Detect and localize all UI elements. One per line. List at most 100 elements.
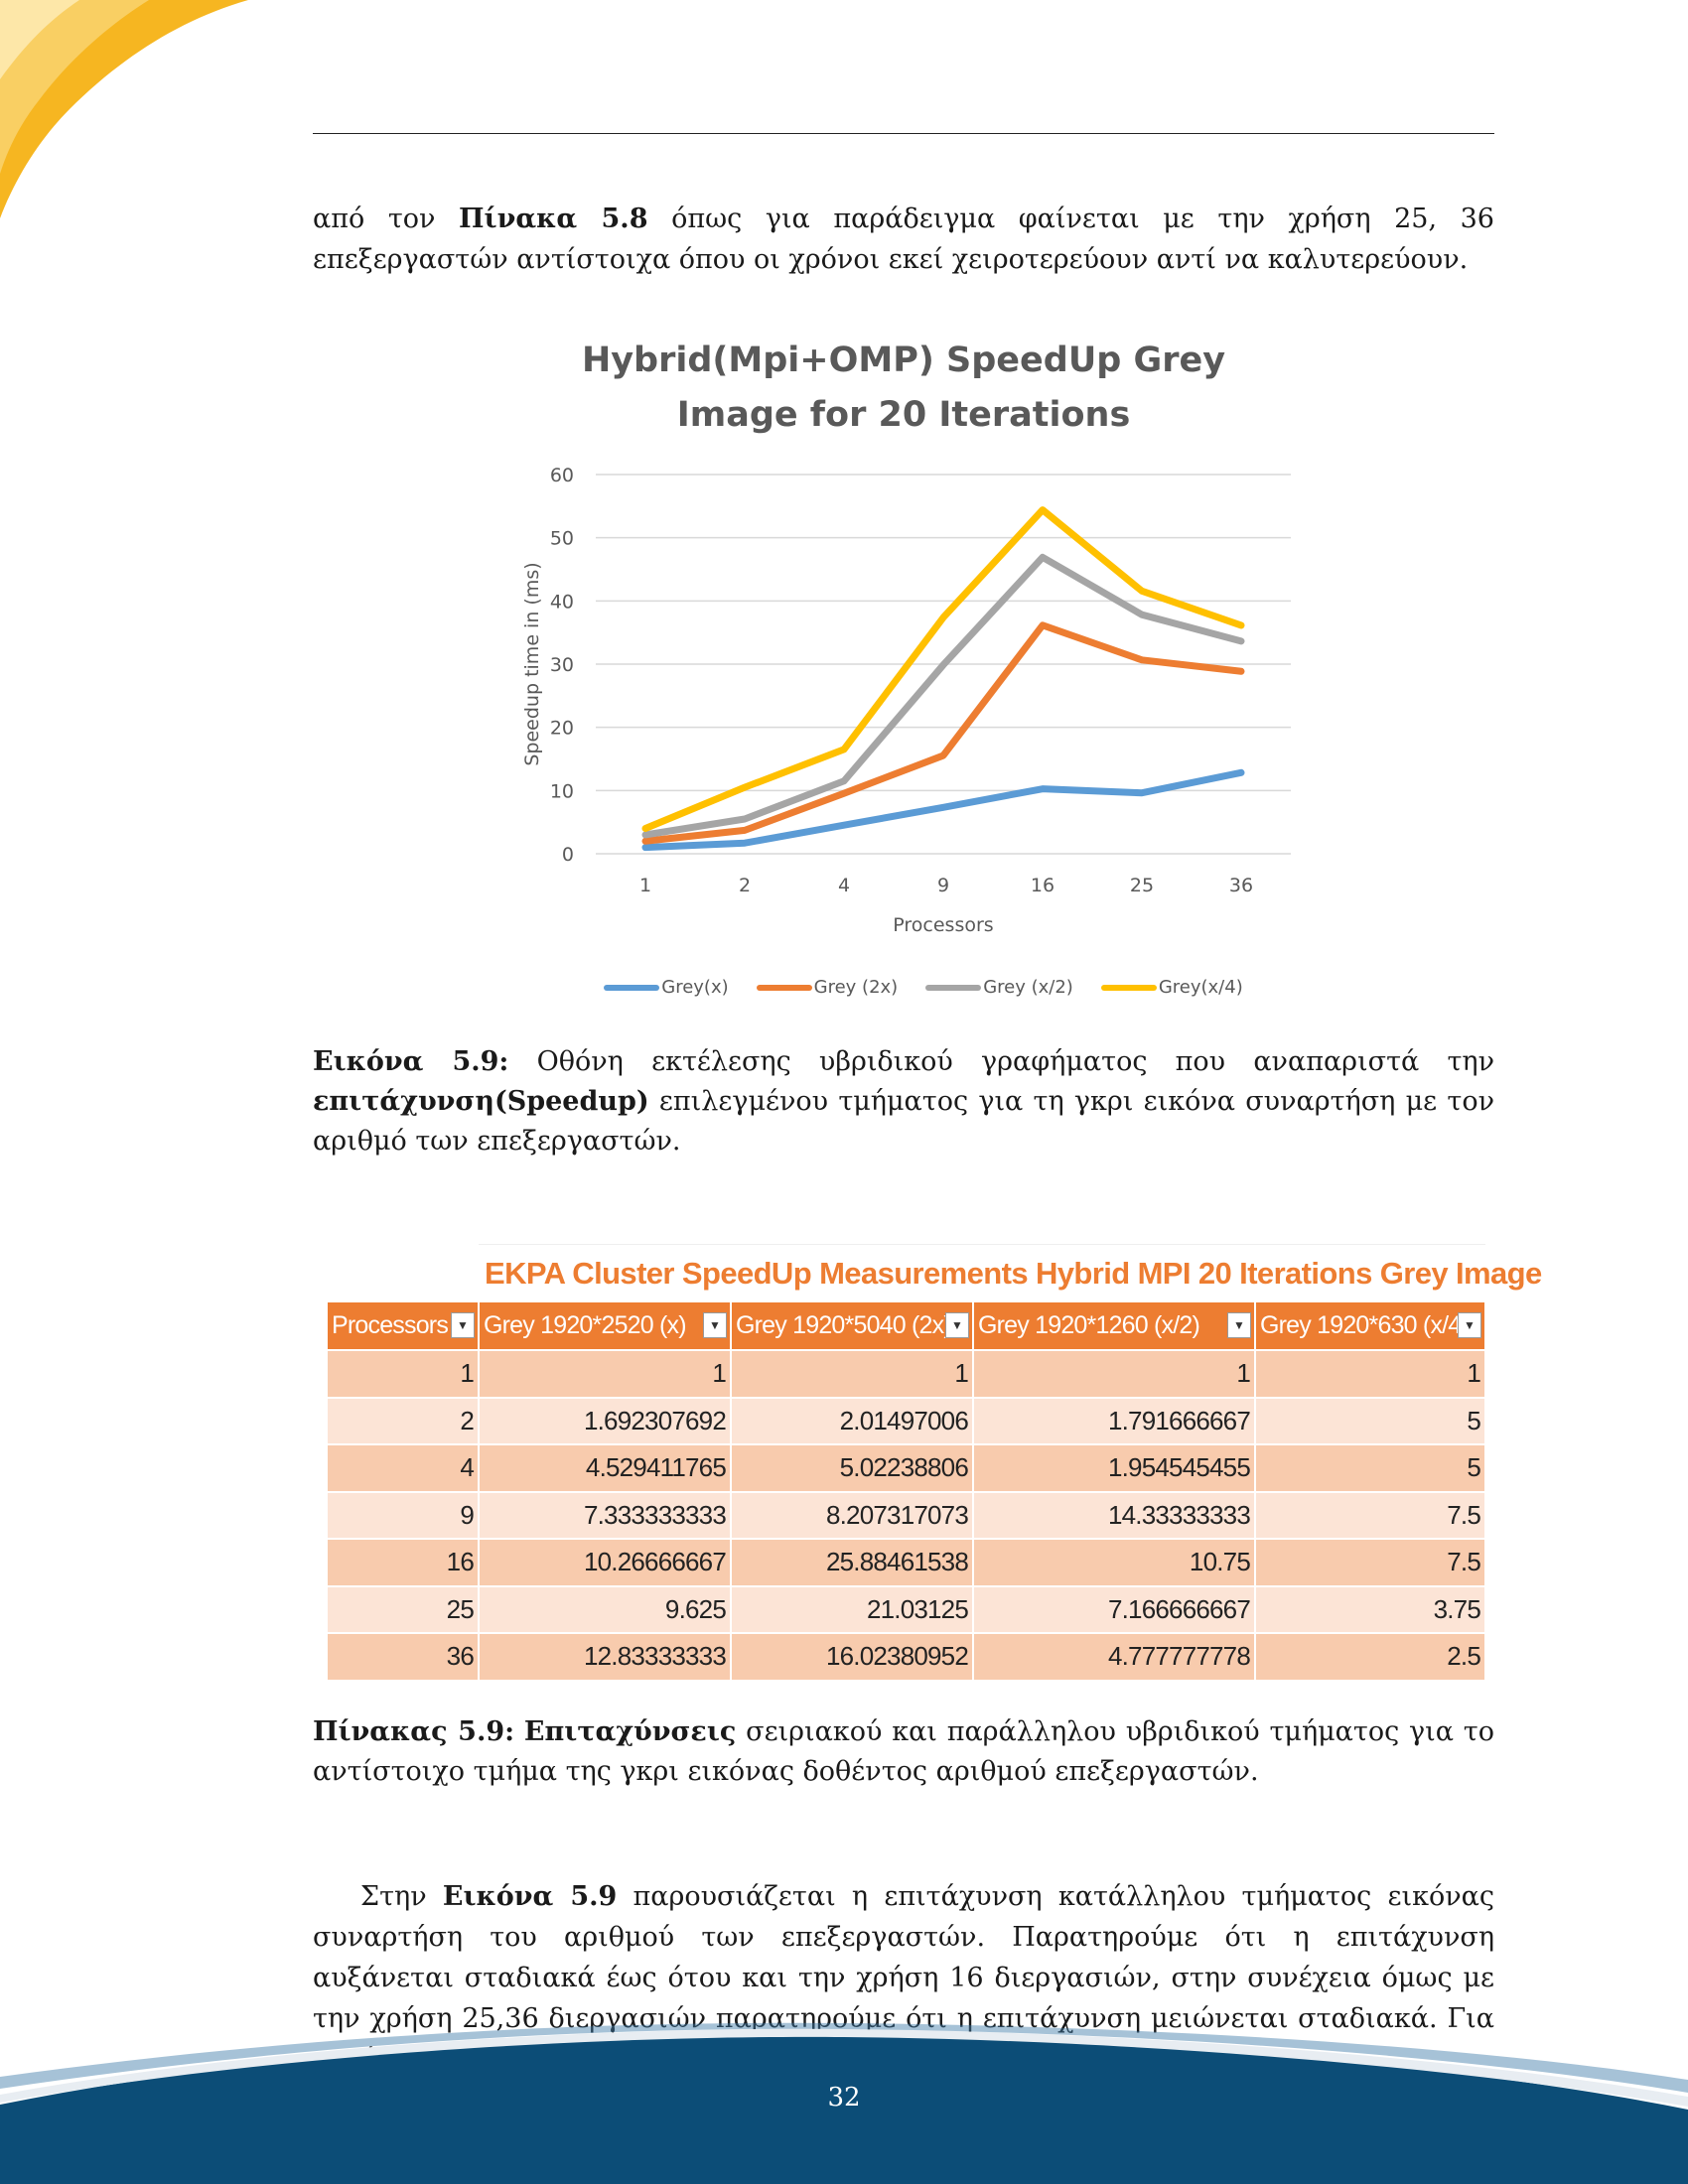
table-cell: 2 [328, 1396, 480, 1444]
header-rule [313, 133, 1494, 134]
table-row: 4 4.529411765 5.02238806 1.954545455 5 [328, 1443, 1486, 1492]
column-header[interactable]: Grey 1920*5040 (2x) ▼ [731, 1302, 974, 1350]
table-cell: 4.777777778 [973, 1632, 1256, 1680]
table-row: 9 7.333333333 8.207317073 14.33333333 7.5 [328, 1490, 1486, 1539]
table-cell: 7.333333333 [479, 1490, 732, 1539]
table-row: 25 9.625 21.03125 7.166666667 3.75 [328, 1584, 1486, 1633]
corner-decoration [0, 0, 248, 218]
column-header[interactable]: Processors ▼ [328, 1302, 480, 1350]
filter-dropdown-icon[interactable]: ▼ [1458, 1312, 1481, 1338]
table-row: 2 1.692307692 2.01497006 1.791666667 5 [328, 1396, 1486, 1444]
table-cell: 9 [328, 1490, 480, 1539]
x-tick-label: 36 [1229, 875, 1253, 896]
legend-item: Grey (x/2) [925, 977, 1073, 998]
table-row: 36 12.83333333 16.02380952 4.777777778 2.5 [328, 1632, 1486, 1680]
x-tick-label: 9 [937, 875, 949, 896]
figure-caption: Εικόνα 5.9: Οθόνη εκτέλεσης υβριδικού γρ… [313, 1046, 1494, 1157]
column-header-label: Grey 1920*1260 (x/2) [978, 1311, 1200, 1339]
table-cell: 25 [328, 1584, 480, 1633]
table-cell: 1 [1255, 1349, 1486, 1398]
chart-title-line2: Image for 20 Iterations [676, 395, 1131, 435]
filter-dropdown-icon[interactable]: ▼ [451, 1312, 475, 1338]
table-cell: 10.75 [973, 1538, 1256, 1586]
table-cell: 1.791666667 [973, 1396, 1256, 1444]
table-cell: 2.5 [1255, 1632, 1486, 1680]
table-cell: 1.692307692 [479, 1396, 732, 1444]
legend-item: Grey(x/4) [1100, 977, 1243, 998]
y-tick-label: 40 [550, 591, 574, 613]
table-cell: 1 [328, 1349, 480, 1398]
legend-label: Grey (x/2) [983, 977, 1073, 998]
column-header[interactable]: Grey 1920*2520 (x) ▼ [479, 1302, 732, 1350]
table-title: EKPA Cluster SpeedUp Measurements Hybrid… [479, 1244, 1542, 1302]
y-tick-label: 30 [550, 654, 574, 676]
column-header-label: Grey 1920*5040 (2x) [736, 1311, 952, 1339]
table-cell: 7.166666667 [973, 1584, 1256, 1633]
table-cell: 14.33333333 [973, 1490, 1256, 1539]
table-cell: 9.625 [479, 1584, 732, 1633]
column-header[interactable]: Grey 1920*1260 (x/2) ▼ [973, 1302, 1256, 1350]
table-cell: 1 [973, 1349, 1256, 1398]
table-cell: 7.5 [1255, 1490, 1486, 1539]
intro-paragraph: από τον Πίνακα 5.8 όπως για παράδειγμα φ… [313, 204, 1494, 275]
y-tick-label: 20 [550, 718, 574, 740]
x-axis-title: Processors [893, 914, 993, 936]
speedup-table: EKPA Cluster SpeedUp Measurements Hybrid… [328, 1244, 1542, 1680]
table-cell: 21.03125 [731, 1584, 974, 1633]
series-line [641, 621, 1245, 845]
body-paragraph: Στην Εικόνα 5.9 παρουσιάζεται η επιτάχυν… [313, 1881, 1495, 2075]
table-cell: 7.5 [1255, 1538, 1486, 1586]
speedup-chart: Hybrid(Mpi+OMP) SpeedUp Grey Image for 2… [496, 318, 1311, 1013]
column-header-label: Grey 1920*2520 (x) [484, 1311, 687, 1339]
legend-label: Grey(x) [661, 977, 729, 998]
table-body: 1 1 1 1 1 2 1.692307692 2.01497006 1.791666667 5 4… [328, 1349, 1486, 1680]
table-cell: 5 [1255, 1443, 1486, 1492]
series-line [641, 768, 1245, 852]
table-cell: 1 [479, 1349, 732, 1398]
table-row: 16 10.26666667 25.88461538 10.75 7.5 [328, 1538, 1486, 1586]
table-cell: 4.529411765 [479, 1443, 732, 1492]
chart-title-line1: Hybrid(Mpi+OMP) SpeedUp Grey [581, 341, 1226, 380]
table-cell: 3.75 [1255, 1584, 1486, 1633]
legend-item: Grey (2x) [756, 977, 899, 998]
table-cell: 16.02380952 [731, 1632, 974, 1680]
filter-dropdown-icon[interactable]: ▼ [945, 1312, 969, 1338]
legend-swatch [925, 984, 982, 991]
y-tick-label: 10 [550, 780, 574, 802]
column-header[interactable]: Grey 1920*630 (x/4) ▼ [1255, 1302, 1486, 1350]
filter-dropdown-icon[interactable]: ▼ [703, 1312, 727, 1338]
page-number: 32 [827, 2083, 861, 2113]
table-cell: 5.02238806 [731, 1443, 974, 1492]
table-cell: 10.26666667 [479, 1538, 732, 1586]
table-cell: 12.83333333 [479, 1632, 732, 1680]
legend-item: Grey(x) [604, 977, 729, 998]
series-line [641, 506, 1245, 833]
chart-legend: Grey(x) Grey (2x) Grey (x/2) Grey(x/4) [576, 977, 1271, 998]
x-tick-label: 16 [1031, 875, 1055, 896]
table-cell: 8.207317073 [731, 1490, 974, 1539]
legend-label: Grey(x/4) [1158, 977, 1243, 998]
chart-title: Hybrid(Mpi+OMP) SpeedUp Grey Image for 2… [496, 334, 1311, 443]
filter-dropdown-icon[interactable]: ▼ [1227, 1312, 1251, 1338]
table-caption: Πίνακας 5.9: Επιταχύνσεις σειριακού και … [313, 1716, 1494, 1787]
table-cell: 4 [328, 1443, 480, 1492]
y-axis-title: Speedup time in (ms) [521, 562, 543, 765]
series-line [641, 553, 1245, 839]
table-cell: 16 [328, 1538, 480, 1586]
legend-label: Grey (2x) [813, 977, 899, 998]
table-cell: 25.88461538 [731, 1538, 974, 1586]
legend-swatch [1100, 984, 1157, 991]
table-cell: 1 [731, 1349, 974, 1398]
legend-swatch [604, 984, 660, 991]
y-tick-label: 60 [550, 465, 574, 486]
column-header-label: Processors [332, 1311, 449, 1339]
x-tick-label: 25 [1130, 875, 1154, 896]
table-header-row: Processors ▼ Grey 1920*2520 (x) ▼ Grey 1920*… [328, 1302, 1486, 1350]
x-tick-label: 2 [739, 875, 751, 896]
x-tick-label: 4 [838, 875, 850, 896]
table-cell: 36 [328, 1632, 480, 1680]
footer-wave [0, 2022, 1688, 2184]
column-header-label: Grey 1920*630 (x/4) [1260, 1311, 1470, 1339]
legend-swatch [756, 984, 812, 991]
